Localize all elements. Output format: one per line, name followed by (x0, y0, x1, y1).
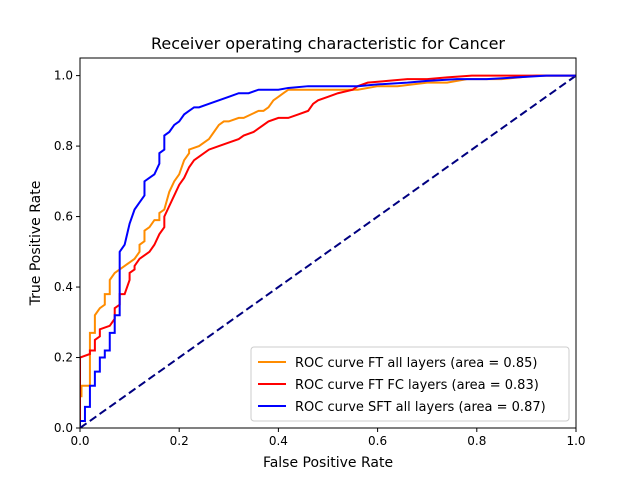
legend-box (250, 346, 570, 422)
roc-series-line-3 (80, 74, 576, 428)
y-tick-label: 0.8 (54, 139, 73, 153)
y-tick-label: 1.0 (54, 69, 73, 83)
x-tick-label: 0.2 (170, 434, 189, 448)
x-tick-label: 0.0 (70, 434, 89, 448)
legend-label-2: ROC curve FT FC layers (area = 0.83) (295, 378, 539, 393)
y-axis-ticks: 0.0 0.2 0.4 0.6 0.8 1.0 (54, 69, 80, 435)
x-axis-ticks: 0.0 0.2 0.4 0.6 0.8 1.0 (70, 428, 586, 448)
roc-series-line-1 (80, 74, 576, 428)
roc-series-line-2 (80, 74, 576, 428)
chart-title: Receiver operating characteristic for Ca… (151, 34, 505, 53)
legend: ROC curve FT all layers (area = 0.85) ROC… (250, 346, 570, 422)
x-tick-label: 1.0 (566, 434, 585, 448)
y-tick-label: 0.2 (54, 351, 73, 365)
series-layer (80, 74, 576, 428)
legend-label-3: ROC curve SFT all layers (area = 0.87) (295, 400, 546, 415)
chance-diagonal-line (80, 74, 576, 428)
x-tick-label: 0.6 (368, 434, 387, 448)
legend-label-1: ROC curve FT all layers (area = 0.85) (295, 356, 537, 371)
y-axis-label: True Positive Rate (28, 181, 44, 307)
x-axis-label: False Positive Rate (263, 455, 393, 471)
y-tick-label: 0.4 (54, 280, 73, 294)
y-tick-label: 0.0 (54, 421, 73, 435)
x-tick-label: 0.4 (269, 434, 288, 448)
plot-frame (79, 57, 577, 429)
y-tick-label: 0.6 (54, 210, 73, 224)
x-tick-label: 0.8 (467, 434, 486, 448)
